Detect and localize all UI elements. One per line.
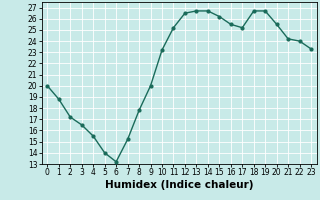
X-axis label: Humidex (Indice chaleur): Humidex (Indice chaleur) <box>105 180 253 190</box>
